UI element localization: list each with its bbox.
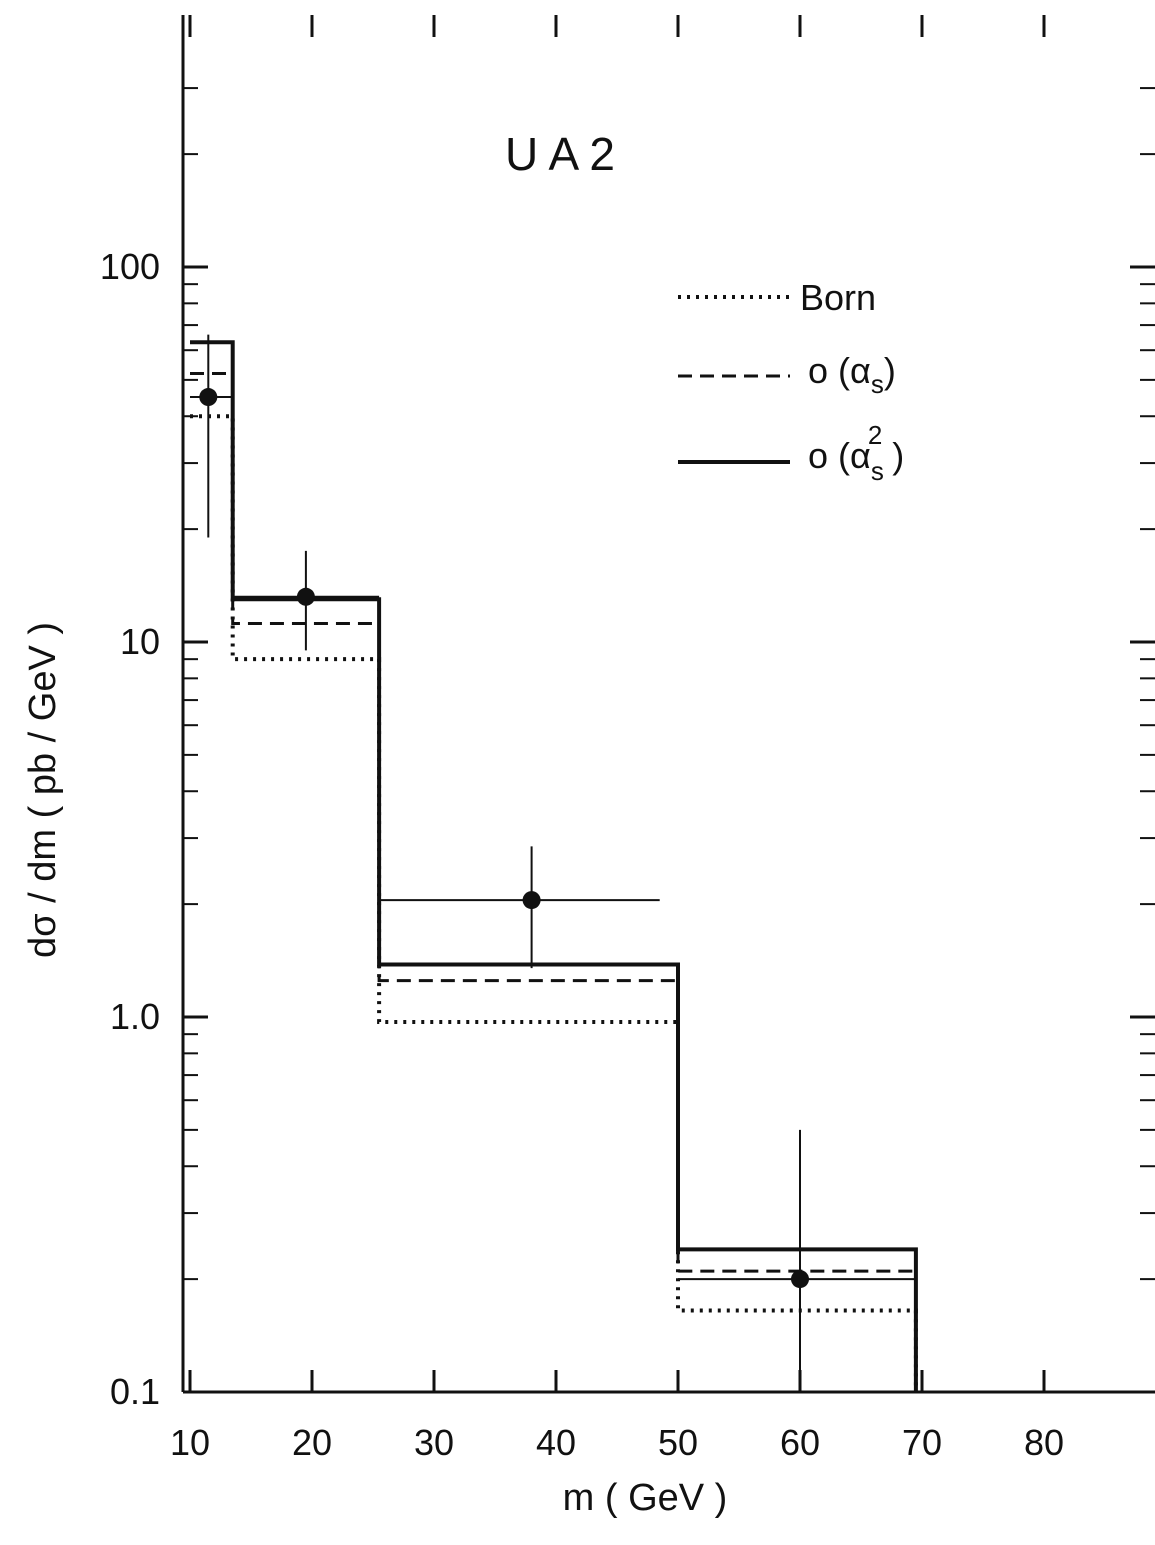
legend-o-alpha-label: o (αs) xyxy=(808,350,896,399)
x-tick-label: 50 xyxy=(658,1422,698,1463)
data-points-layer xyxy=(190,334,916,1392)
axis-ticks xyxy=(183,15,1155,1394)
legend-o-alpha2-label: o (αs 2 ) xyxy=(808,420,904,486)
y-tick-label: 0.1 xyxy=(110,1371,160,1412)
series-dashed-1 xyxy=(190,371,918,1392)
data-point xyxy=(522,891,541,910)
chart-title: U A 2 xyxy=(505,128,615,180)
y-tick-label: 10 xyxy=(120,621,160,662)
y-tick-label: 100 xyxy=(100,246,160,287)
x-tick-label: 20 xyxy=(292,1422,332,1463)
legend-o-alpha-suffix: ) xyxy=(884,350,896,391)
x-tick-label: 60 xyxy=(780,1422,820,1463)
axis-tick-labels: 10 20 30 40 50 60 70 80 0.1 1.0 10 100 xyxy=(100,246,1064,1463)
x-tick-label: 30 xyxy=(414,1422,454,1463)
legend-o-alpha-sub: s xyxy=(871,369,884,399)
legend-o-alpha2-sup: 2 xyxy=(868,420,882,450)
data-point xyxy=(199,388,218,407)
legend-born-label: Born xyxy=(800,277,876,318)
x-tick-label: 70 xyxy=(902,1422,942,1463)
legend-o-alpha-prefix: o (α xyxy=(808,350,871,391)
series-layer xyxy=(190,340,918,1392)
x-tick-label: 40 xyxy=(536,1422,576,1463)
plot-frame xyxy=(181,15,1155,1394)
data-point xyxy=(791,1270,809,1289)
x-tick-label: 10 xyxy=(170,1422,210,1463)
legend-o-alpha2-suffix: ) xyxy=(882,435,904,476)
x-axis-title: m ( GeV ) xyxy=(563,1477,728,1519)
series-dotted-0 xyxy=(190,414,918,1392)
y-axis-title: dσ / dm ( pb / GeV ) xyxy=(22,622,64,958)
series-solid-2 xyxy=(190,340,918,1392)
x-tick-label: 80 xyxy=(1024,1422,1064,1463)
legend-o-alpha2-prefix: o (α xyxy=(808,435,871,476)
y-tick-label: 1.0 xyxy=(110,996,160,1037)
legend: Born o (αs) o (αs2 ) xyxy=(678,277,904,486)
data-point xyxy=(296,587,315,606)
legend-o-alpha2-sub: s xyxy=(871,456,884,486)
